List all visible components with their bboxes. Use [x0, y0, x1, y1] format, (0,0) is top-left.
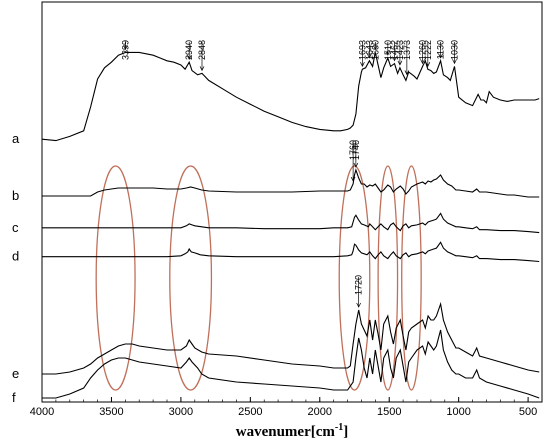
peak-arrow-a-3399 — [123, 45, 128, 51]
peak-arrow-a-1222 — [425, 62, 431, 67]
peak-arrow-a-1600 — [373, 45, 378, 51]
peak-arrow-a-2848 — [199, 66, 205, 72]
series-label-c: c — [12, 220, 19, 235]
peak-arrow-a-1462 — [392, 56, 397, 62]
x-tick-label-3000: 3000 — [169, 406, 193, 418]
series-line-a — [41, 51, 540, 142]
x-axis-label-superscript: -1 — [335, 422, 343, 433]
plot-frame — [41, 1, 543, 403]
series-labels: a b cd ef — [12, 131, 20, 405]
peak-arrow-a-1693 — [360, 62, 365, 67]
highlight-ellipse-5 — [401, 165, 422, 391]
series-label-d: d — [12, 249, 19, 264]
peak-arrow-a-2940 — [186, 55, 192, 60]
peak-arrow-a-1373 — [404, 70, 410, 76]
peak-label-e-1720: 1720 — [354, 275, 364, 295]
x-axis: 4000 3500 3000 2500 2000 1500 1000 500 — [30, 397, 543, 418]
series-label-e: e — [12, 366, 19, 381]
peak-arrow-a-1643 — [367, 53, 372, 59]
highlight-ellipse-4 — [377, 165, 399, 391]
peak-label-b-1740: 1740 — [351, 140, 361, 160]
peak-arrow-a-1510 — [385, 50, 391, 56]
peak-label-a-1130: 1130 — [436, 40, 446, 59]
x-tick-label-3500: 3500 — [99, 406, 123, 418]
series-line-d — [42, 241, 540, 263]
highlight-ellipse-2 — [169, 165, 213, 391]
x-tick-label-1500: 1500 — [377, 406, 401, 418]
x-axis-label-close: ] — [343, 424, 348, 440]
peak-arrow-a-1260 — [420, 59, 425, 65]
peak-arrow-b-1760 — [350, 176, 356, 182]
peak-label-a-1510: 1510 — [383, 40, 393, 60]
highlight-ellipses — [95, 165, 422, 391]
peak-label-a-1462: 1462 — [390, 40, 400, 60]
peak-label-a-2848: 2848 — [197, 40, 207, 60]
peak-label-a-1373: 1373 — [402, 40, 412, 60]
peak-label-a-1600: 1600 — [370, 40, 380, 60]
x-tick-label-4000: 4000 — [30, 406, 54, 418]
peak-arrow-b-1740 — [353, 162, 359, 168]
peak-label-a-3399: 3399 — [120, 40, 130, 60]
peak-label-a-1222: 1222 — [423, 40, 433, 60]
peak-arrow-e-1720 — [356, 302, 361, 308]
peak-label-a-1643: 1643 — [364, 40, 374, 60]
x-tick-label-500: 500 — [519, 406, 537, 418]
highlight-ellipse-1 — [95, 165, 136, 391]
highlight-ellipse-3 — [338, 165, 371, 391]
x-axis-label: wavenumer[cm-1] — [236, 422, 348, 440]
series-label-a: a — [12, 131, 20, 146]
peak-arrow-a-1030 — [452, 59, 457, 65]
x-tick-label-2500: 2500 — [238, 406, 262, 418]
series-label-b: b — [12, 188, 19, 203]
peak-label-a-1260: 1260 — [418, 40, 428, 60]
peak-label-a-1693: 1693 — [357, 40, 367, 60]
peak-label-a-1423: 1423 — [395, 40, 405, 60]
series-line-c — [42, 212, 540, 234]
peak-label-a-2940: 2940 — [184, 40, 194, 60]
x-axis-label-main: wavenumer[cm — [236, 424, 336, 440]
x-tick-label-1000: 1000 — [446, 406, 470, 418]
peak-label-a-1030: 1030 — [450, 40, 460, 60]
series-line-e — [42, 301, 540, 375]
series-line-b — [42, 168, 540, 198]
series-line-f — [42, 329, 540, 399]
peak-arrow-a-1423 — [397, 60, 403, 66]
series-lines — [41, 51, 540, 399]
peak-arrow-a-1130 — [438, 53, 443, 59]
series-label-f: f — [12, 390, 16, 405]
x-tick-label-2000: 2000 — [308, 406, 332, 418]
peak-label-b-1760: 1760 — [348, 140, 358, 160]
